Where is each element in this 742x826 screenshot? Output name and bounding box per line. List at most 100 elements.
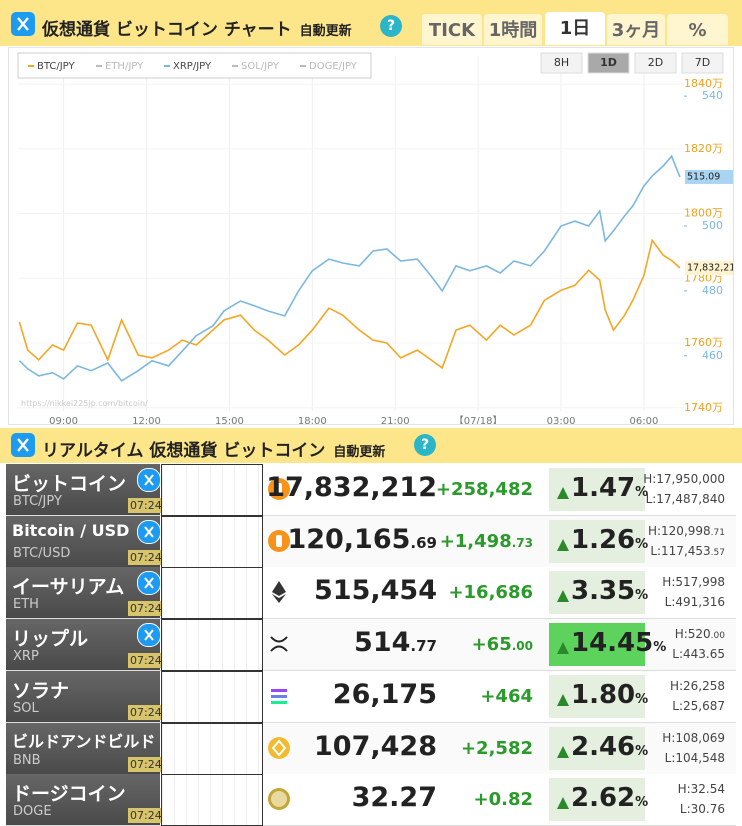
pct-value: 2.46 bbox=[571, 731, 636, 762]
range-button[interactable] bbox=[681, 52, 724, 74]
legend-label: XRP/JPY bbox=[173, 61, 212, 72]
help-button[interactable]: ? bbox=[414, 434, 436, 456]
pct-wrap: 1.47% bbox=[571, 473, 648, 503]
y2-tick-label: 500 bbox=[702, 219, 723, 232]
auto-update: 自動更新 bbox=[333, 445, 386, 460]
price-decimal: .69 bbox=[410, 533, 437, 552]
high: H:517,998 bbox=[662, 575, 725, 590]
y2-tick-label: 540 bbox=[702, 89, 723, 102]
price: 120,165 bbox=[287, 523, 411, 555]
tab[interactable]: TICK bbox=[422, 14, 482, 45]
sparkline bbox=[161, 670, 263, 723]
range-label: 1D bbox=[600, 56, 617, 69]
low-wrap: L:104,548 bbox=[665, 751, 725, 765]
name-cell: リップル XRP 07:24 bbox=[6, 619, 164, 671]
name-cell: イーサリアム ETH 07:24 bbox=[6, 567, 164, 619]
tab[interactable]: 1日 bbox=[545, 12, 605, 45]
sparkline bbox=[161, 722, 263, 775]
name-cell: ソラナ SOL 07:24 bbox=[6, 670, 164, 722]
x-glyph bbox=[144, 629, 154, 641]
y2-tick-label: 460 bbox=[702, 349, 723, 362]
coin-name: ビルドアンドビルド bbox=[12, 731, 156, 751]
name-cell: ビットコイン BTC/JPY 07:24 bbox=[6, 464, 164, 515]
legend-label: ETH/JPY bbox=[105, 61, 144, 72]
change: +65 bbox=[471, 634, 512, 656]
high-decimal: .00 bbox=[710, 631, 725, 642]
coin-name: ビットコイン bbox=[12, 473, 127, 495]
high-wrap: H:26,258 bbox=[670, 679, 725, 693]
update-time: 07:24 bbox=[128, 498, 164, 513]
x-badge[interactable] bbox=[137, 468, 161, 492]
tab[interactable]: % bbox=[667, 14, 728, 45]
last-value-bg bbox=[685, 169, 733, 184]
icon-glyph bbox=[271, 688, 287, 704]
header-bar: 仮想通貨 ビットコイン チャート 自動更新 ? TICK 1時間 1日 3ヶ月% bbox=[0, 0, 742, 46]
price: 514 bbox=[354, 627, 411, 659]
change-decimal: .00 bbox=[511, 639, 533, 654]
change-wrap: +464 bbox=[480, 686, 533, 707]
high-wrap: H:32.54 bbox=[678, 782, 725, 796]
low-wrap: L:17,487,840 bbox=[646, 492, 725, 506]
pct-unit: % bbox=[635, 743, 649, 759]
table-row: ビルドアンドビルド BNB 07:24 107,428 +2,582 2.46% H:108… bbox=[6, 722, 736, 775]
line bbox=[18, 154, 681, 382]
pct-box: 14.45% bbox=[549, 623, 666, 667]
price: 26,175 bbox=[332, 678, 437, 710]
coin-icon bbox=[266, 631, 292, 657]
pct-wrap: 2.46% bbox=[571, 732, 648, 762]
line bbox=[18, 238, 681, 370]
price-wrap: 32.27 bbox=[352, 782, 437, 813]
pct-unit: % bbox=[635, 485, 649, 500]
range-button[interactable] bbox=[634, 52, 677, 74]
range-button[interactable] bbox=[587, 52, 630, 74]
low: L:25,687 bbox=[672, 698, 725, 713]
price-wrap: 107,428 bbox=[314, 731, 437, 762]
y2-tick-label: 480 bbox=[702, 284, 723, 297]
legend-box bbox=[17, 52, 372, 79]
low: L:491,316 bbox=[664, 595, 725, 610]
x-glyph bbox=[144, 577, 154, 590]
x-badge[interactable] bbox=[137, 623, 161, 648]
watermark: https://nikkei225jp.com/bitcoin/ bbox=[21, 399, 148, 408]
up-arrow bbox=[557, 590, 569, 603]
change: +464 bbox=[480, 685, 533, 707]
table-row: ビットコイン BTC/JPY 07:24 17,832,212 +258,482 1.47… bbox=[6, 464, 736, 516]
coin-icon bbox=[266, 579, 292, 605]
tab[interactable]: 3ヶ月 bbox=[607, 14, 665, 45]
pct-wrap: 1.26% bbox=[571, 525, 648, 555]
low-wrap: L:491,316 bbox=[665, 595, 725, 609]
change-wrap: +0.82 bbox=[474, 789, 534, 810]
update-time: 07:24 bbox=[128, 653, 164, 669]
name-cell: ビルドアンドビルド BNB 07:24 bbox=[6, 722, 164, 774]
price: 17,832,212 bbox=[266, 472, 437, 503]
up-arrow bbox=[557, 642, 569, 655]
pct-value: 1.26 bbox=[571, 524, 636, 555]
high-wrap: H:120,998.71 bbox=[648, 524, 725, 538]
high: H:26,258 bbox=[669, 678, 725, 693]
coin-icon bbox=[266, 528, 292, 554]
coin-code: BNB bbox=[13, 752, 41, 768]
header-title: 仮想通貨 ビットコイン チャート bbox=[42, 20, 292, 40]
coin-name: Bitcoin / USD bbox=[12, 520, 130, 540]
range-button[interactable] bbox=[540, 52, 583, 74]
change: +258,482 bbox=[435, 479, 533, 500]
table-row: ドージコイン DOGE 07:24 32.27 +0.82 2.62% H:32.54 L:3… bbox=[6, 774, 736, 826]
price-wrap: 26,175 bbox=[333, 679, 437, 710]
x-icon[interactable] bbox=[11, 12, 35, 36]
help-button[interactable]: ? bbox=[380, 15, 402, 37]
pct-value: 1.47 bbox=[571, 473, 636, 503]
x-badge[interactable] bbox=[137, 519, 161, 544]
x-badge[interactable] bbox=[137, 571, 161, 596]
tab[interactable]: 1時間 bbox=[484, 14, 542, 45]
change: +16,686 bbox=[448, 582, 533, 604]
price-wrap: 514.77 bbox=[354, 627, 437, 658]
coin-name: ソラナ bbox=[12, 679, 70, 702]
coin-code: ETH bbox=[13, 597, 39, 613]
coin-name: イーサリアム bbox=[12, 576, 125, 599]
high: H:520 bbox=[674, 627, 711, 642]
table-row: ソラナ SOL 07:24 26,175 +464 1.80% H:26,258 L:25,6… bbox=[6, 670, 736, 723]
x-icon[interactable] bbox=[11, 433, 35, 457]
x-glyph bbox=[144, 526, 154, 538]
x-tick-label: 12:00 bbox=[132, 416, 161, 425]
